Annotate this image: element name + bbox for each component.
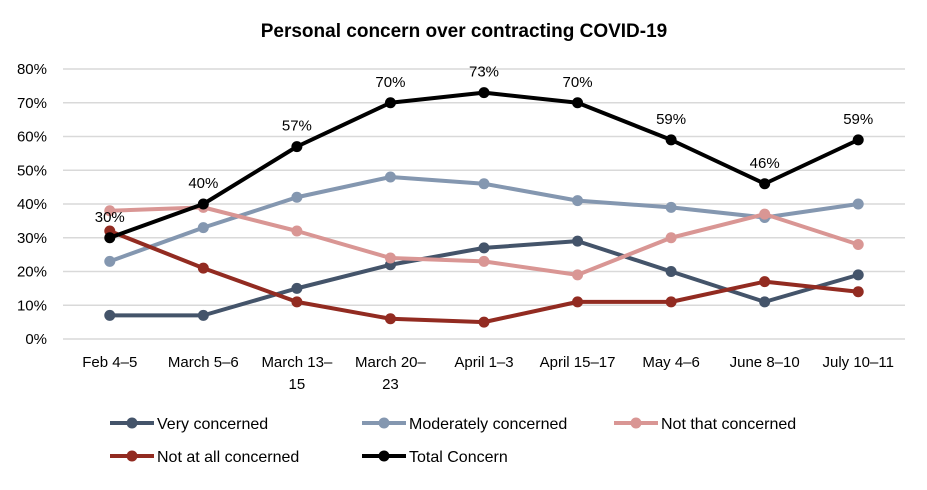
- data-point: [572, 97, 584, 109]
- x-tick-label: Feb 4–5: [82, 354, 137, 371]
- legend-label: Total Concern: [409, 449, 508, 466]
- y-tick-label: 60%: [17, 129, 47, 146]
- series-not-at-all-concerned: [104, 225, 864, 328]
- data-label: 59%: [843, 111, 873, 128]
- legend-item: Very concerned: [110, 416, 268, 433]
- legend-label: Very concerned: [157, 416, 268, 433]
- data-point: [572, 296, 584, 308]
- legend-swatch-marker: [630, 417, 642, 429]
- x-axis-ticks: Feb 4–5 March 5–6 March 13– 15 March 20– 23 Ap…: [82, 354, 894, 393]
- data-point: [665, 134, 677, 146]
- data-point: [104, 205, 116, 217]
- x-tick-label: March 5–6: [168, 354, 239, 371]
- data-point: [852, 239, 864, 250]
- y-tick-label: 30%: [17, 230, 47, 247]
- legend: Very concerned Moderately concerned Not th…: [110, 416, 796, 466]
- data-point: [665, 201, 677, 213]
- data-point: [852, 269, 864, 281]
- x-tick-label: June 8–10: [730, 354, 800, 371]
- data-point: [478, 242, 490, 254]
- data-label: 46%: [750, 155, 780, 172]
- data-point: [104, 232, 116, 244]
- data-point: [384, 252, 396, 264]
- y-tick-label: 70%: [17, 95, 47, 112]
- data-point: [478, 178, 490, 190]
- data-label: 40%: [188, 175, 218, 192]
- legend-swatch-marker: [378, 450, 390, 462]
- x-tick-label: 15: [289, 376, 306, 393]
- legend-swatch-marker: [378, 417, 390, 429]
- series-total-concern: [104, 87, 864, 244]
- x-tick-label: April 15–17: [540, 354, 616, 371]
- data-point: [197, 222, 209, 234]
- legend-label: Moderately concerned: [409, 416, 567, 433]
- data-point: [572, 269, 584, 281]
- data-point: [759, 208, 771, 220]
- data-point: [852, 134, 864, 146]
- data-point: [478, 316, 490, 328]
- x-tick-label: March 20–: [355, 354, 427, 371]
- data-point: [759, 296, 771, 308]
- data-point: [478, 255, 490, 267]
- legend-label: Not at all concerned: [157, 449, 299, 466]
- series-not-that-concerned: [104, 201, 864, 281]
- data-label: 70%: [375, 74, 405, 91]
- data-point: [384, 171, 396, 183]
- data-point: [384, 313, 396, 325]
- series-group: [104, 87, 864, 328]
- data-label: 30%: [95, 209, 125, 226]
- data-point: [852, 198, 864, 210]
- legend-item: Moderately concerned: [362, 416, 567, 433]
- data-labels: 30% 40% 57% 70% 73% 70% 59% 46% 59%: [95, 64, 873, 226]
- y-tick-label: 40%: [17, 196, 47, 213]
- y-tick-label: 10%: [17, 297, 47, 314]
- data-point: [291, 141, 303, 153]
- data-point: [665, 266, 677, 277]
- data-point: [665, 296, 677, 308]
- x-tick-label: March 13–: [261, 354, 333, 371]
- y-tick-label: 50%: [17, 162, 47, 179]
- data-point: [104, 255, 116, 267]
- x-tick-label: May 4–6: [642, 354, 700, 371]
- chart-title: Personal concern over contracting COVID-…: [261, 21, 668, 42]
- x-tick-label: July 10–11: [822, 354, 893, 371]
- x-tick-label: 23: [382, 376, 399, 393]
- y-axis-ticks: 0% 10% 20% 30% 40% 50% 60% 70% 80%: [17, 61, 47, 348]
- legend-item: Total Concern: [362, 449, 508, 466]
- data-point: [572, 235, 584, 247]
- legend-label: Not that concerned: [661, 416, 796, 433]
- data-point: [104, 309, 116, 321]
- data-point: [759, 178, 771, 190]
- data-point: [384, 97, 396, 109]
- y-tick-label: 80%: [17, 61, 47, 78]
- legend-swatch-marker: [126, 450, 138, 462]
- series-very-concerned: [104, 235, 864, 321]
- data-point: [852, 286, 864, 298]
- data-point: [197, 198, 209, 210]
- data-point: [291, 191, 303, 203]
- y-tick-label: 0%: [25, 331, 47, 348]
- data-point: [759, 276, 771, 288]
- legend-item: Not that concerned: [614, 416, 796, 433]
- data-point: [291, 225, 303, 237]
- data-label: 59%: [656, 111, 686, 128]
- legend-item: Not at all concerned: [110, 449, 299, 466]
- legend-swatch-marker: [126, 417, 138, 429]
- data-point: [197, 262, 209, 274]
- data-label: 73%: [469, 64, 499, 81]
- data-point: [291, 282, 303, 294]
- data-label: 70%: [563, 74, 593, 91]
- y-tick-label: 20%: [17, 264, 47, 281]
- data-point: [478, 87, 490, 99]
- x-tick-label: April 1–3: [454, 354, 513, 371]
- data-point: [291, 296, 303, 308]
- data-point: [572, 195, 584, 207]
- data-point: [197, 309, 209, 321]
- data-point: [665, 232, 677, 244]
- data-label: 57%: [282, 118, 312, 135]
